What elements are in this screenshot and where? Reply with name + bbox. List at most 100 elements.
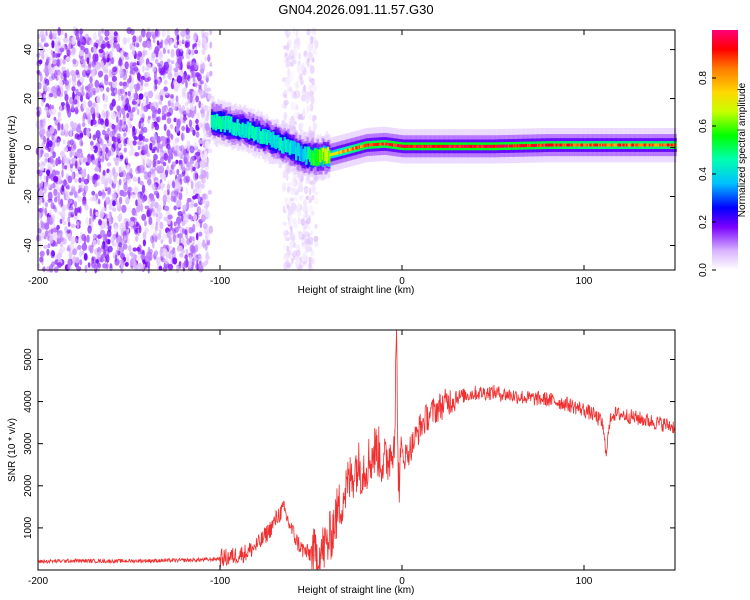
spectrogram-cell xyxy=(290,202,297,212)
spectrogram-cell xyxy=(42,266,46,273)
spectrogram-cell xyxy=(172,105,177,111)
spectrogram-cell xyxy=(201,199,206,205)
spectrogram-cell xyxy=(160,135,166,142)
spectrogram-cell xyxy=(50,228,54,235)
spectrogram-cell xyxy=(87,225,92,234)
spectrogram-cell xyxy=(288,120,295,128)
spectrogram-ridge-cell xyxy=(382,142,386,146)
spectrogram-ridge-cell xyxy=(493,144,497,148)
spectrogram-cell xyxy=(151,240,155,249)
spectrogram-cell xyxy=(313,85,318,92)
colorbar-ticks: 0.00.20.40.60.8 xyxy=(698,71,716,277)
spectrogram-ridge-cell xyxy=(293,141,297,154)
spectrogram-ridge-cell xyxy=(376,142,379,146)
spectrogram-cell xyxy=(59,104,62,111)
spectrogram-cell xyxy=(92,112,96,121)
spectrogram-frame xyxy=(37,29,676,271)
spectrogram-cell xyxy=(61,246,66,253)
spectrogram-cell xyxy=(51,40,55,49)
spectrogram-cell xyxy=(44,115,48,123)
spectrogram-ridge-cell xyxy=(356,146,359,150)
spectrogram-cell xyxy=(92,233,96,239)
spectrogram-cell xyxy=(86,73,90,78)
snr-point xyxy=(474,392,476,394)
spectrogram-cell xyxy=(102,244,106,250)
spectrogram-cell xyxy=(110,111,116,120)
spectrogram-cell xyxy=(167,245,173,251)
spectrogram-cell xyxy=(116,105,121,112)
spectrogram-cell xyxy=(45,175,49,183)
spectrogram-cell xyxy=(134,229,139,235)
spectrogram-cell xyxy=(202,223,208,228)
spectrogram-ridge-cell xyxy=(445,144,448,148)
spectrogram-cell xyxy=(114,254,118,263)
spectrogram-cell xyxy=(83,112,86,120)
spectrogram-cell xyxy=(291,221,296,230)
spectrogram-cell xyxy=(166,194,171,203)
spectrogram-cell xyxy=(87,262,91,268)
spectrogram-cell xyxy=(63,179,67,187)
spectrogram-cell xyxy=(126,165,131,172)
spectrogram-cell xyxy=(105,68,109,74)
spectrogram-cell xyxy=(118,165,124,173)
spectrogram-cell xyxy=(79,95,83,102)
spectrogram-cell xyxy=(314,241,319,248)
spectrogram-cell xyxy=(135,235,139,242)
spectrogram-cell xyxy=(185,248,189,254)
spectrogram-cell xyxy=(108,136,113,145)
spectrogram-cell xyxy=(194,80,198,89)
spectrogram-cell xyxy=(68,250,73,260)
spectrogram-cell xyxy=(128,95,132,101)
spectrogram-ridge-cell xyxy=(544,143,548,147)
spectrogram-cell xyxy=(95,42,99,49)
spectrogram-cell xyxy=(303,199,308,208)
spectrogram-cell xyxy=(129,251,134,257)
spectrogram-cell xyxy=(119,189,125,197)
spectrogram-cell xyxy=(117,59,123,67)
spectrogram-ridge-cell xyxy=(582,143,586,147)
spectrogram-cell xyxy=(141,213,147,221)
spectrogram-cell xyxy=(292,250,297,256)
spectrogram-ridge-cell xyxy=(435,144,438,148)
spectrogram-cell xyxy=(286,34,290,39)
spectrogram-cell xyxy=(154,250,158,257)
spectrogram-cell xyxy=(298,52,302,61)
spectrogram-cell xyxy=(103,43,108,48)
snr-point xyxy=(394,430,396,432)
spectrogram-cell xyxy=(98,114,101,120)
spectrogram-ridge-cell xyxy=(422,144,425,148)
spectrogram-cell xyxy=(98,70,104,78)
colorbar-label: Normalized spectral amplitude xyxy=(737,82,748,217)
spectrogram-cell xyxy=(74,237,78,244)
spectrogram-ridge-cell xyxy=(371,143,374,147)
spectrogram-ridge-cell xyxy=(577,143,581,147)
spectrogram-cell xyxy=(140,28,146,38)
spectrogram-cell xyxy=(200,150,203,155)
spectrogram-cell xyxy=(191,47,195,56)
spectrogram-cell xyxy=(154,58,159,65)
spectrogram-cell xyxy=(298,264,304,270)
spectrogram-cell xyxy=(198,121,202,129)
colorbar-tick-label: 0.4 xyxy=(698,167,709,181)
spectrogram-cell xyxy=(286,245,290,253)
spectrogram-cell xyxy=(162,233,166,242)
spectrogram-cell xyxy=(283,99,289,106)
spectrogram-cell xyxy=(81,84,85,92)
y-tick-label: 1000 xyxy=(23,516,34,539)
spectrogram-cell xyxy=(71,47,76,55)
y-tick-label: 20 xyxy=(23,93,34,105)
spectrogram-cell xyxy=(71,157,76,164)
spectrogram-cell xyxy=(292,102,297,111)
spectrogram-cell xyxy=(49,264,54,273)
spectrogram-ridge-cell xyxy=(665,143,669,147)
spectrogram-ridge-cell xyxy=(465,144,469,148)
spectrogram-ridge-cell xyxy=(618,143,621,147)
spectrogram-ridge-cell xyxy=(274,136,277,150)
spectrogram-cell xyxy=(282,185,287,192)
spectrogram-ridge-cell xyxy=(616,143,619,147)
spectrogram-ridge-cell xyxy=(329,153,332,157)
spectrogram-cell xyxy=(285,76,291,86)
spectrogram-cell xyxy=(297,207,301,217)
spectrogram-cell xyxy=(101,194,105,200)
